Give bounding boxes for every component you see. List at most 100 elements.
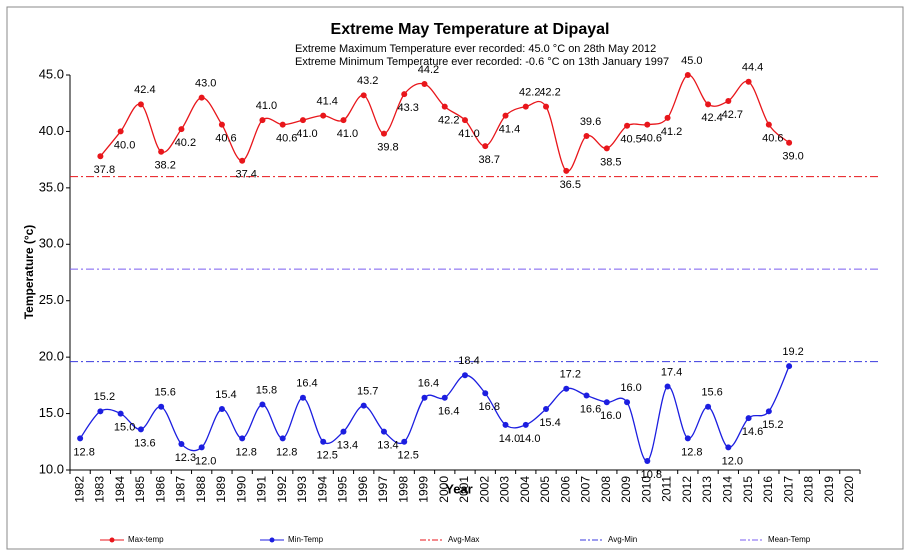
y-tick-label: 10.0	[39, 461, 64, 476]
data-point	[441, 394, 448, 401]
data-point	[684, 72, 691, 78]
data-point	[644, 121, 651, 128]
x-tick-label: 1993	[295, 476, 309, 503]
x-tick-label: 2004	[518, 476, 532, 503]
data-label: 40.6	[641, 133, 662, 145]
x-tick-label: 1995	[336, 476, 350, 503]
data-label: 42.4	[134, 84, 155, 96]
y-tick-label: 25.0	[39, 292, 64, 307]
y-tick-label: 15.0	[39, 405, 64, 420]
x-tick-label: 2017	[781, 476, 795, 503]
data-point	[745, 78, 752, 85]
data-point	[684, 435, 691, 442]
data-label: 42.2	[539, 87, 560, 99]
data-label: 41.4	[499, 124, 520, 136]
data-point	[624, 122, 631, 129]
data-point	[380, 130, 387, 137]
data-point	[77, 435, 84, 442]
x-tick-label: 1982	[72, 476, 86, 503]
data-point	[644, 457, 651, 464]
data-label: 16.0	[600, 410, 621, 422]
data-label: 12.8	[73, 446, 94, 458]
x-tick-label: 1989	[214, 476, 228, 503]
annotation: Extreme Minimum Temperature ever recorde…	[295, 56, 670, 68]
data-label: 42.7	[722, 109, 743, 121]
data-point	[279, 435, 286, 442]
data-label: 12.0	[722, 455, 743, 467]
x-tick-label: 2011	[660, 476, 674, 502]
y-tick-label: 35.0	[39, 179, 64, 194]
data-label: 15.6	[154, 387, 175, 399]
data-point	[421, 394, 428, 401]
data-label: 16.4	[418, 378, 439, 390]
legend-marker	[269, 537, 275, 543]
data-label: 36.5	[560, 179, 581, 191]
data-point	[765, 408, 772, 415]
legend-label: Max-temp	[128, 535, 164, 544]
data-point	[502, 421, 509, 428]
x-tick-label: 1991	[255, 476, 269, 503]
data-point	[218, 406, 225, 413]
data-point	[786, 139, 793, 146]
data-label: 40.2	[175, 137, 196, 149]
data-label: 37.4	[235, 169, 256, 181]
data-label: 15.7	[357, 386, 378, 398]
chart-title: Extreme May Temperature at Dipayal	[331, 21, 610, 38]
x-tick-label: 2001	[457, 476, 471, 503]
data-point	[158, 403, 165, 410]
data-label: 41.4	[316, 96, 337, 108]
data-label: 15.4	[539, 417, 560, 429]
y-tick-label: 20.0	[39, 349, 64, 364]
data-label: 40.6	[762, 133, 783, 145]
data-point	[259, 117, 266, 124]
legend-label: Min-Temp	[288, 535, 324, 544]
data-label: 13.4	[377, 440, 398, 452]
data-label: 12.8	[235, 446, 256, 458]
data-point	[178, 126, 185, 133]
data-label: 12.5	[316, 450, 337, 462]
data-label: 40.0	[114, 139, 135, 151]
data-point	[360, 92, 367, 99]
data-label: 16.0	[620, 382, 641, 394]
data-point	[502, 112, 509, 119]
data-point	[543, 103, 550, 110]
data-point	[583, 392, 590, 399]
x-tick-label: 2003	[498, 476, 512, 503]
data-point	[117, 410, 124, 417]
data-label: 42.4	[701, 112, 722, 124]
data-label: 16.4	[296, 378, 317, 390]
data-label: 42.2	[438, 115, 459, 127]
x-tick-label: 1985	[133, 476, 147, 503]
y-tick-label: 30.0	[39, 236, 64, 251]
data-point	[765, 121, 772, 128]
data-label: 39.6	[580, 116, 601, 128]
x-tick-label: 2012	[680, 476, 694, 503]
data-label: 41.0	[458, 128, 479, 140]
data-label: 12.8	[276, 446, 297, 458]
data-label: 43.0	[195, 77, 216, 89]
data-label: 18.4	[458, 355, 479, 367]
legend-marker	[109, 537, 115, 543]
x-tick-label: 2020	[842, 476, 856, 503]
data-point	[198, 94, 205, 101]
data-point	[401, 438, 408, 445]
data-point	[603, 145, 610, 152]
data-label: 44.2	[418, 64, 439, 76]
data-point	[299, 394, 306, 401]
data-label: 38.7	[479, 154, 500, 166]
data-point	[462, 117, 468, 124]
data-point	[259, 401, 266, 408]
data-point	[522, 103, 529, 110]
x-tick-label: 1996	[356, 476, 370, 503]
data-point	[401, 91, 408, 98]
data-point	[218, 121, 225, 128]
x-tick-label: 1990	[234, 476, 248, 503]
data-point	[664, 114, 671, 121]
data-label: 15.2	[94, 391, 115, 403]
data-point	[117, 128, 124, 135]
data-point	[320, 438, 327, 445]
data-point	[522, 421, 529, 428]
data-point	[299, 117, 306, 124]
data-label: 15.2	[762, 419, 783, 431]
chart-border	[6, 6, 904, 550]
